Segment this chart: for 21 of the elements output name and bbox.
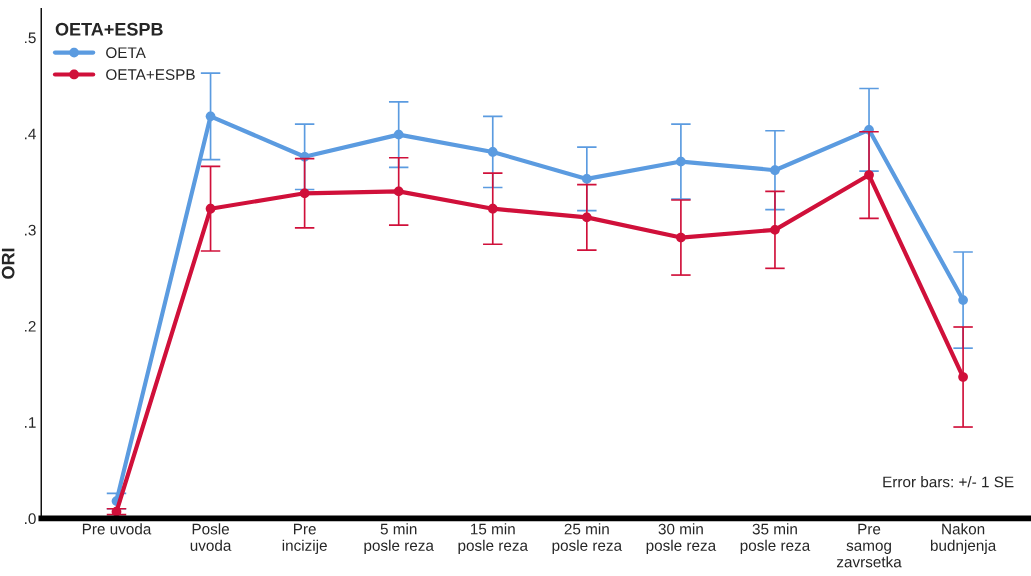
y-tick-label: .4: [25, 128, 36, 140]
x-tick-label: Posle uvoda: [190, 523, 232, 551]
x-tick-label: Pre incizije: [282, 523, 327, 554]
x-tick-label: Nakon budnjenja: [930, 523, 997, 554]
y-tick-label: .5: [25, 32, 36, 44]
legend-title: OETA+ESPB: [55, 22, 163, 36]
legend-label: OETA+ESPB: [106, 69, 195, 80]
y-tick-label: .0: [25, 513, 36, 525]
y-tick-label: .2: [25, 320, 36, 332]
x-tick-label: Pre samog zavrsetka: [836, 523, 902, 568]
x-tick-label: 25 min posle reza: [552, 523, 623, 554]
y-tick-label: .3: [25, 224, 36, 236]
x-tick-label: 5 min posle reza: [364, 523, 434, 554]
x-tick-label: 15 min posle reza: [458, 523, 528, 554]
x-tick-label: Pre uvoda: [82, 523, 152, 535]
x-tick-label: 35 min posle reza: [740, 523, 811, 554]
annotation: Error bars: +/- 1 SE: [883, 476, 1014, 488]
x-tick-label: 30 min posle reza: [646, 523, 717, 554]
y-tick-label: .1: [25, 417, 36, 428]
y-axis-title: ORI: [1, 248, 15, 279]
legend-label: OETA: [106, 47, 146, 59]
